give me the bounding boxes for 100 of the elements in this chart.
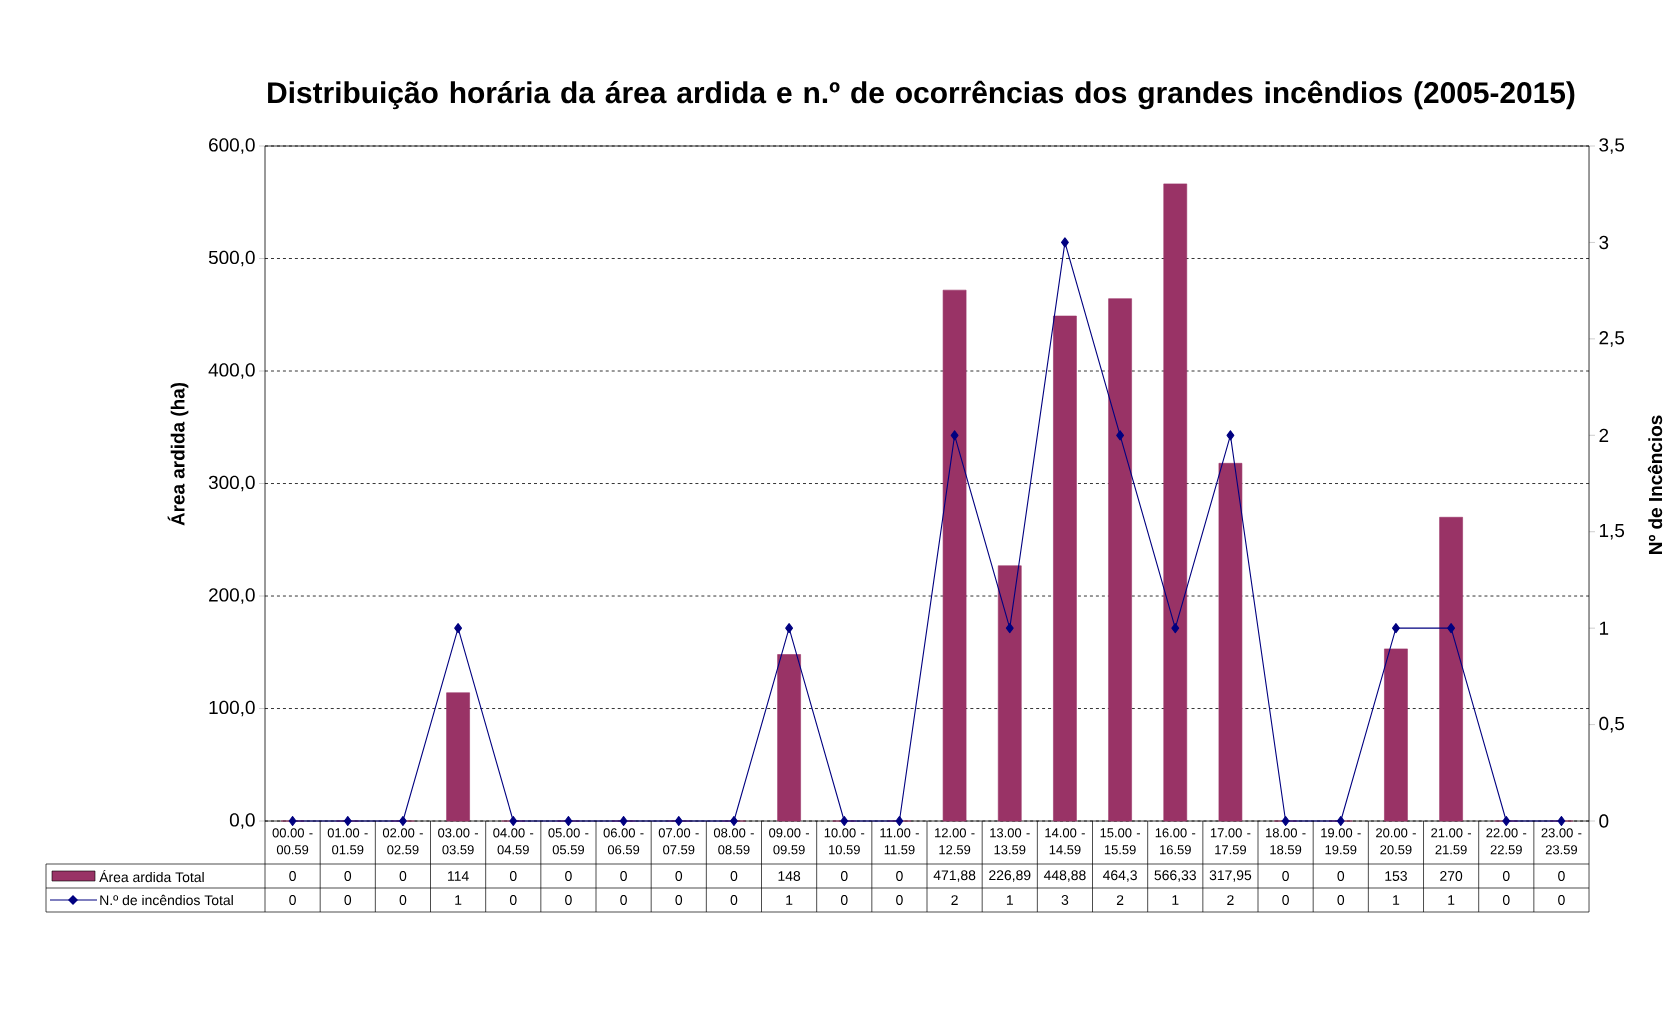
data-label: 0 [840,895,848,905]
data-label: 0 [1558,871,1565,881]
x-tick-label: 03.00 - 03.59 [438,828,479,855]
x-tick-label: 13.00 - 13.59 [990,828,1030,855]
data-label: 0 [1282,895,1289,905]
bar [942,289,967,822]
y-tick-label: 200,0 [209,588,255,604]
x-tick-label: 14.00 - 14.59 [1045,828,1085,855]
x-tick-label: 17.00 - 17.59 [1210,828,1251,855]
x-tick-label: 07.00 - 07.59 [658,828,699,855]
y-tick-label: 100,0 [209,700,255,717]
point [619,815,628,827]
data-label: 153 [1385,871,1407,881]
data-label: 0 [1558,895,1565,905]
x-tick-label: 22.00 - 22.59 [1486,828,1527,855]
data-label: 0 [675,871,683,881]
x-tick-label: 15.00 - 15.59 [1100,828,1141,855]
x-tick-label: 01.00 - 01.59 [327,828,368,855]
point [1336,815,1345,827]
point [454,623,463,634]
y2-tick-label: 1 [1599,621,1609,635]
x-tick-label: 02.00 - 02.59 [382,828,423,855]
bar [446,692,470,822]
data-label: 0 [1337,871,1345,881]
y-tick-label: 400,0 [208,363,255,379]
data-label: 0 [289,871,296,881]
y2-axis-title: Nº de Incêncios [1647,415,1663,554]
data-label: 0 [344,895,352,905]
data-label: 2 [951,895,958,905]
data-label: 0 [399,871,407,881]
x-tick-label: 16.00 - 16.59 [1155,828,1196,855]
data-label: 0 [896,895,903,905]
point [1061,237,1069,248]
data-label: 0 [565,895,572,905]
y2-tick-label: 0 [1599,814,1609,828]
data-label: 0 [509,895,517,905]
data-label: 1 [455,895,462,905]
x-tick-label: 23.00 - 23.59 [1541,828,1582,855]
bar [1439,516,1463,822]
x-tick-label: 09.00 - 09.59 [769,828,810,855]
x-tick-label: 11.00 - 11.59 [880,828,919,855]
y-tick-label: 600,0 [209,138,255,154]
point [509,815,518,827]
data-label: 0 [840,871,848,881]
data-label: 1 [1393,895,1400,905]
data-label: 2 [1116,895,1124,905]
bar [1108,298,1132,822]
point [674,815,683,827]
data-label: 0 [896,871,903,881]
data-label: 0 [730,895,738,905]
point [1116,430,1125,441]
data-label: 0 [675,895,683,905]
data-label: 0 [399,895,407,905]
x-tick-label: 20.00 - 20.59 [1376,828,1416,855]
point [840,815,849,827]
x-tick-label: 04.00 - 04.59 [493,828,534,855]
point [288,815,297,827]
data-label: 1 [1448,895,1455,905]
legend-label: Área ardida Total [99,869,204,883]
data-label: 0 [509,871,517,881]
bar [1053,315,1077,822]
point [1171,623,1180,634]
point [895,815,904,827]
point [1281,815,1290,827]
y2-tick-label: 3 [1599,235,1609,250]
data-label: 0 [1282,871,1289,881]
x-tick-label: 10.00 - 10.59 [824,828,865,855]
point [1447,623,1456,634]
data-label: 3 [1061,895,1069,905]
y2-tick-label: 3,5 [1599,138,1625,154]
bar [1218,463,1243,822]
data-label: 114 [448,871,469,881]
y2-tick-label: 1,5 [1599,524,1625,540]
x-tick-label: 19.00 - 19.59 [1321,828,1361,855]
point [950,430,959,441]
x-tick-label: 21.00 - 21.59 [1431,828,1472,855]
point [1557,815,1566,827]
y2-tick-label: 2,5 [1599,331,1625,347]
y-tick-label: 0,0 [229,813,255,829]
point [1226,430,1235,441]
point [564,815,573,827]
bar [1163,183,1188,822]
data-label: 317,95 [1209,870,1252,882]
point [1502,815,1511,827]
chart-title: Distribuição horária da área ardida e n.º de ocorrências dos grandes incêndios (2005-2015) [268,80,1575,110]
data-label: 0 [565,871,572,881]
x-tick-label: 08.00 - 08.59 [713,828,754,855]
data-label: 0 [620,871,627,881]
data-label: 226,89 [989,870,1031,882]
data-label: 270 [1440,871,1463,881]
data-label: 0 [620,895,627,905]
point [343,815,352,827]
data-label: 0 [1502,871,1510,881]
x-tick-label: 06.00 - 06.59 [603,828,644,855]
x-tick-label: 18.00 - 18.59 [1266,828,1306,855]
y-axis-title: Área ardida (ha) [167,382,189,526]
data-label: 1 [1006,895,1013,905]
bar [1384,648,1408,822]
data-label: 0 [1502,895,1510,905]
data-label: 448,88 [1043,870,1086,882]
